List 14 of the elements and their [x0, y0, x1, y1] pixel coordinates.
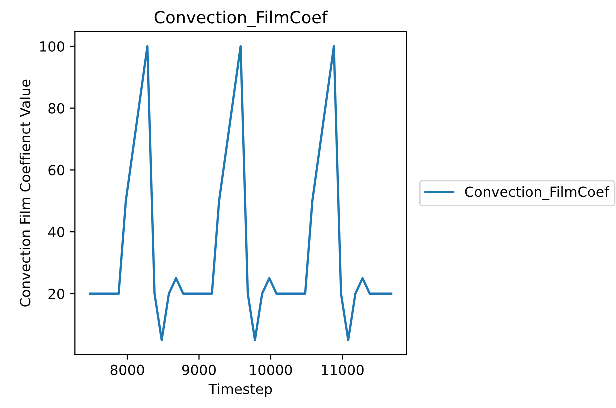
x-tick-label: 11000: [322, 364, 364, 376]
y-tick-label: 80: [48, 103, 65, 114]
x-tick-label: 9000: [182, 364, 216, 376]
y-tick-label: 60: [48, 165, 65, 176]
legend-label: Convection_FilmCoef: [465, 186, 610, 200]
chart-title: Convection_FilmCoef: [154, 10, 328, 28]
x-axis-title: Timestep: [208, 384, 272, 398]
x-tick-label: 10000: [250, 364, 292, 376]
y-axis-title: Convection Film Coeffienct Value: [20, 80, 31, 307]
y-tick-label: 20: [48, 288, 65, 300]
y-tick-label: 100: [40, 41, 65, 52]
y-tick-label: 40: [48, 227, 65, 238]
x-tick-label: 8000: [110, 364, 144, 376]
line-series: [89, 45, 393, 342]
